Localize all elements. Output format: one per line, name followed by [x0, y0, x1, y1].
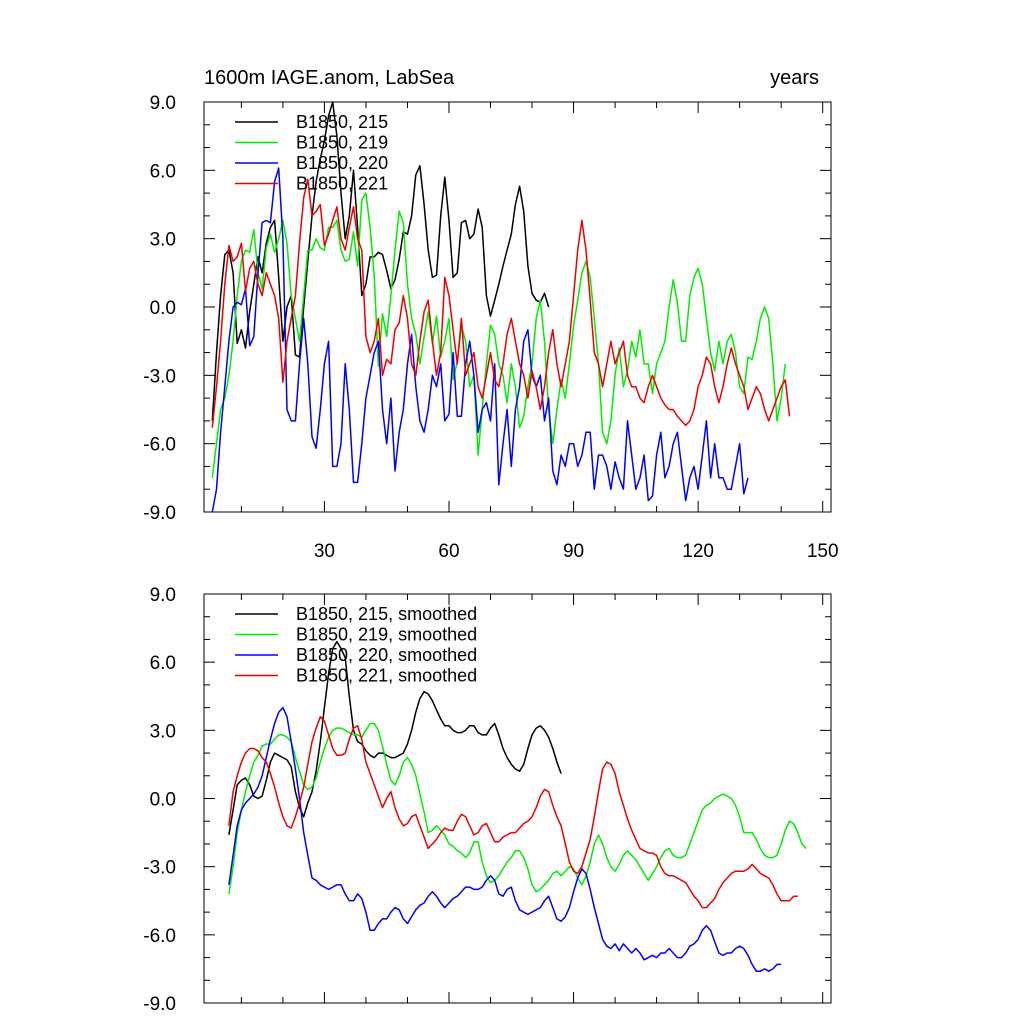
y-axis-labels: 9.0 6.0 3.0 0.0 -3.0 -6.0 -9.0: [143, 93, 176, 524]
x-tick-label: 150: [807, 541, 839, 562]
legend-label: B1850, 220, smoothed: [296, 645, 477, 665]
plot-frame: [203, 593, 832, 1004]
y-tick-label: 0.0: [150, 298, 176, 319]
legend-label: B1850, 215: [296, 112, 388, 132]
legend-label: B1850, 219, smoothed: [296, 625, 477, 645]
bottom-panel: 9.0 6.0 3.0 0.0 -3.0 -6.0 -9.0 B1850, 21…: [143, 585, 832, 1015]
legend-label: B1850, 220: [296, 153, 388, 173]
x-tick-label: 120: [682, 541, 714, 562]
x-tick-label: 30: [314, 541, 335, 562]
series-line-b1850-220-smoothed: [228, 706, 782, 972]
x-tick-label: 60: [438, 541, 459, 562]
legend: B1850, 215, smoothed B1850, 219, smoothe…: [235, 604, 477, 686]
series-line-b1850-215: [211, 101, 550, 421]
plot-frame: [203, 101, 832, 513]
y-tick-label: 9.0: [150, 585, 176, 606]
x-tick-label: 90: [563, 541, 584, 562]
series-layer: [211, 101, 791, 513]
y-tick-label: 6.0: [150, 653, 176, 674]
y-tick-label: -3.0: [143, 366, 176, 387]
y-tick-label: -9.0: [143, 994, 176, 1015]
y-tick-label: -6.0: [143, 926, 176, 947]
series-line-b1850-219-smoothed: [228, 722, 807, 895]
legend-label: B1850, 221: [296, 174, 388, 194]
series-layer: [228, 640, 807, 972]
y-tick-label: 3.0: [150, 230, 176, 251]
series-line-b1850-220: [211, 167, 749, 513]
series-line-b1850-221: [211, 178, 791, 428]
y-tick-label: 9.0: [150, 93, 176, 114]
y-tick-label: 0.0: [150, 790, 176, 811]
minor-ticks: [204, 102, 831, 512]
y-tick-label: 3.0: [150, 721, 176, 742]
series-line-b1850-219: [211, 192, 787, 478]
y-tick-label: -3.0: [143, 858, 176, 879]
minor-ticks: [204, 594, 831, 1003]
legend: B1850, 215 B1850, 219 B1850, 220 B1850, …: [235, 112, 388, 194]
units-label: years: [770, 67, 819, 89]
y-axis-labels: 9.0 6.0 3.0 0.0 -3.0 -6.0 -9.0: [143, 585, 176, 1015]
series-line-b1850-215-smoothed: [228, 640, 562, 836]
y-tick-label: -6.0: [143, 435, 176, 456]
top-panel: 1600m IAGE.anom, LabSea years 9.0 6.0 3.…: [143, 67, 838, 562]
y-tick-label: 6.0: [150, 161, 176, 182]
legend-label: B1850, 221, smoothed: [296, 666, 477, 686]
y-tick-label: -9.0: [143, 503, 176, 524]
panel-title: 1600m IAGE.anom, LabSea: [204, 67, 455, 89]
legend-label: B1850, 219: [296, 133, 388, 153]
series-line-b1850-221-smoothed: [228, 715, 798, 909]
legend-label: B1850, 215, smoothed: [296, 604, 477, 624]
x-axis-labels: 30 60 90 120 150: [314, 541, 839, 562]
